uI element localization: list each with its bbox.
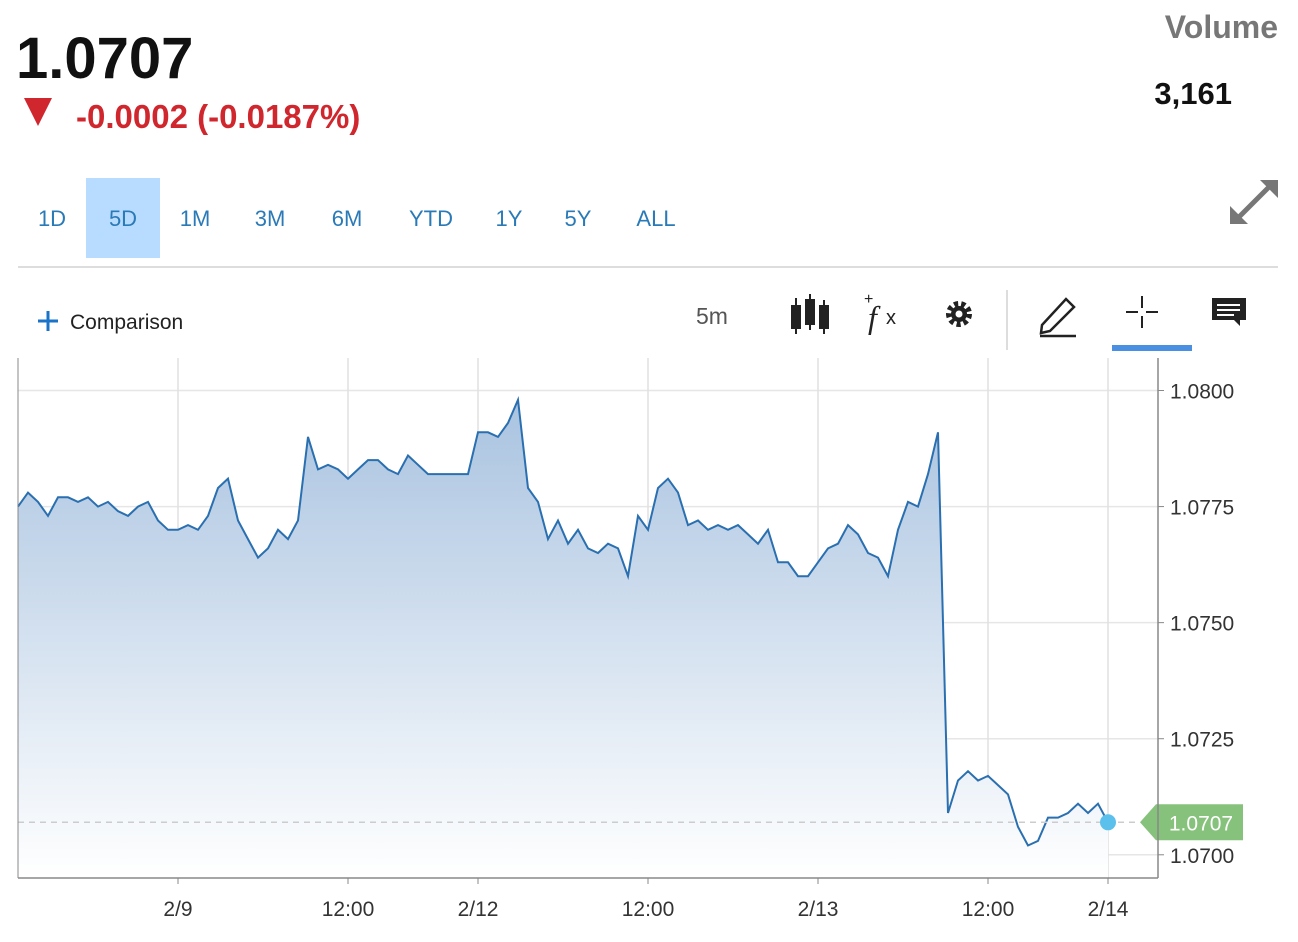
x-tick-label: 2/9 (163, 898, 192, 921)
y-tick-label: 1.0700 (1170, 845, 1234, 868)
candles-icon[interactable] (791, 294, 829, 334)
last-price-dot (1100, 814, 1116, 831)
x-tick-label: 12:00 (622, 898, 675, 921)
range-button[interactable]: 5Y (565, 206, 592, 231)
active-tool-underline (1112, 345, 1192, 351)
plot-area: 1.0700 1.0725 1.0750 1.0775 1.0800 2/9 12:00 2/… (17, 358, 1243, 921)
last-price-tag (1140, 804, 1243, 841)
range-button[interactable]: 5D (109, 206, 137, 231)
volume-value: 3,161 (1154, 76, 1232, 111)
x-tick-label: 2/13 (798, 898, 839, 921)
svg-text:f: f (868, 299, 881, 335)
interval[interactable]: 5m (696, 303, 728, 329)
x-tick-label: 2/12 (458, 898, 499, 921)
y-tick-label: 1.0725 (1170, 729, 1234, 752)
area-fill (18, 399, 1108, 878)
active-range-bg (86, 178, 160, 258)
comparison-button[interactable]: Comparison (38, 311, 183, 334)
settings-icon[interactable] (946, 301, 972, 327)
range-button[interactable]: 6M (332, 206, 363, 231)
expand-icon[interactable] (1230, 180, 1278, 224)
indicators-icon[interactable]: + f x (864, 291, 896, 335)
range-button[interactable]: 1D (38, 206, 66, 231)
range-button[interactable]: 3M (255, 206, 286, 231)
volume-label: Volume (1165, 9, 1278, 45)
x-tick-label: 12:00 (322, 898, 375, 921)
draw-icon[interactable] (1039, 297, 1076, 338)
down-arrow (24, 98, 52, 126)
range-button[interactable]: 1M (180, 206, 211, 231)
svg-text:+: + (864, 291, 873, 308)
x-tick-label: 2/14 (1088, 898, 1129, 921)
y-tick-label: 1.0750 (1170, 613, 1234, 636)
svg-text:x: x (886, 307, 896, 329)
comment-icon[interactable] (1212, 298, 1246, 326)
range-button[interactable]: YTD (409, 206, 453, 231)
price-change: -0.0002 (-0.0187%) (76, 98, 360, 135)
range-buttons: 1D 5D 1M 3M 6M YTD 1Y 5Y ALL (38, 206, 676, 231)
price: 1.0707 (16, 26, 193, 91)
crosshair-icon[interactable] (1126, 296, 1158, 328)
comparison-label: Comparison (70, 311, 183, 334)
y-tick-label: 1.0800 (1170, 381, 1234, 404)
last-price-label: 1.0707 (1169, 812, 1233, 835)
y-tick-label: 1.0775 (1170, 497, 1234, 520)
x-tick-label: 12:00 (962, 898, 1015, 921)
price-line (17, 395, 1109, 847)
range-button[interactable]: 1Y (496, 206, 523, 231)
range-button[interactable]: ALL (636, 206, 675, 231)
